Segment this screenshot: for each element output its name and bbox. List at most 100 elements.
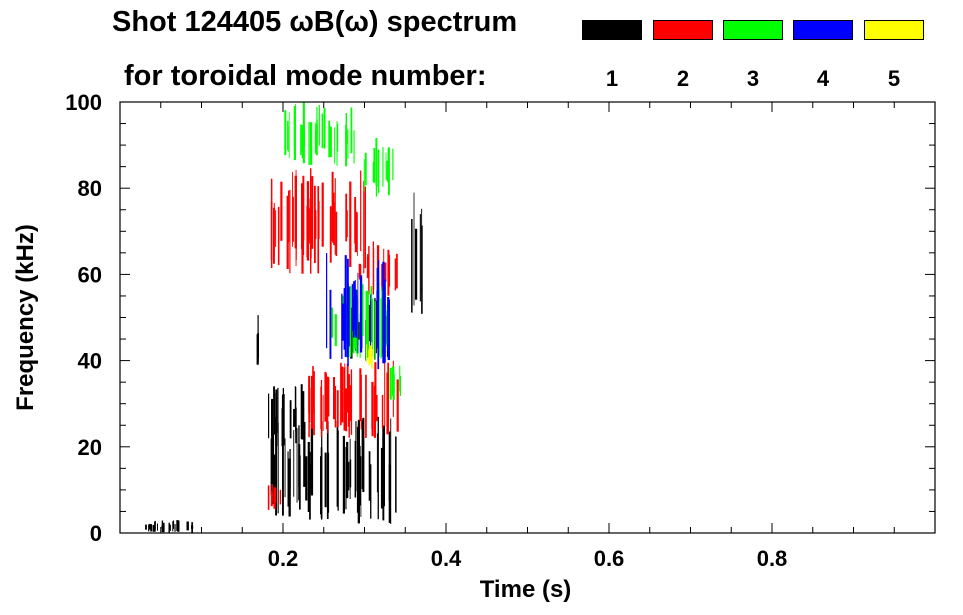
spectral-streak: [370, 464, 372, 519]
spectral-streak: [351, 284, 354, 331]
legend-swatch-1: [582, 20, 642, 40]
spectral-streak: [279, 489, 282, 505]
ticks-layer: 0 20 40 60 80 100 0.2 0.4 0.6 0.8: [65, 90, 935, 571]
spectral-streak: [275, 487, 277, 503]
legend-label-3: 3: [746, 66, 760, 91]
spectral-streak: [396, 379, 399, 432]
spectral-streak: [350, 107, 353, 154]
spectral-streak: [380, 299, 382, 359]
spectral-streak: [323, 107, 326, 149]
spectral-streak: [320, 447, 323, 519]
spectral-streak: [270, 491, 273, 507]
legend-label-5: 5: [887, 66, 901, 91]
chart-title: Shot 124405 ωB(ω) spectrum: [112, 6, 518, 38]
spectral-streak: [336, 420, 339, 507]
spectral-streak: [308, 121, 310, 165]
spectral-streak: [349, 207, 351, 242]
spectral-streak: [326, 421, 329, 519]
spectral-streak: [346, 363, 349, 413]
spectral-streak: [354, 440, 357, 498]
spectral-streak: [282, 388, 284, 436]
x-tick-label: 0.4: [431, 546, 462, 571]
spectral-streak: [380, 447, 383, 509]
spectral-streak: [168, 522, 170, 533]
legend-swatch-2: [653, 20, 713, 40]
spectral-streak: [378, 260, 380, 355]
spectral-streak: [342, 435, 345, 514]
spectral-streak: [345, 446, 347, 510]
spectral-streak: [322, 394, 324, 431]
spectral-streak: [348, 461, 350, 491]
spectral-streak: [363, 181, 365, 274]
spectral-streak: [376, 152, 378, 187]
spectral-streak: [320, 380, 323, 438]
spectral-streak: [293, 111, 296, 146]
spectral-streak: [327, 377, 330, 417]
spectral-streak: [421, 225, 423, 314]
spectral-streak: [350, 369, 353, 435]
spectral-streak: [154, 525, 156, 529]
spectral-streak: [353, 298, 355, 338]
spectral-streak: [301, 183, 303, 250]
spectral-streak: [317, 186, 320, 274]
series-n1-region-6: [145, 520, 194, 533]
spectral-streak: [353, 130, 355, 164]
legend-swatch-5: [864, 20, 924, 40]
spectral-streak: [327, 452, 330, 513]
spectral-streak: [381, 287, 383, 357]
spectral-streak: [336, 123, 339, 152]
series-n2-region-2: [270, 168, 366, 274]
spectral-streak: [320, 386, 322, 430]
spectral-streak: [307, 442, 310, 512]
spectral-streak: [334, 178, 336, 255]
spectral-streak: [382, 147, 384, 187]
spectral-streak: [294, 175, 297, 249]
spectral-streak: [157, 523, 158, 531]
spectral-streak: [334, 386, 337, 428]
series-n3-region-1: [284, 102, 355, 167]
legend-swatch-4: [793, 20, 853, 40]
spectral-streak: [162, 522, 165, 533]
spectral-streak: [309, 122, 313, 165]
x-tick-label: 0.8: [757, 546, 788, 571]
spectral-streak: [277, 387, 279, 433]
spectral-streak: [268, 393, 270, 439]
spectral-streak: [395, 436, 397, 513]
spectral-streak: [343, 288, 346, 350]
spectral-streak: [357, 419, 360, 523]
spectral-streak: [150, 524, 153, 532]
spectral-streak: [273, 454, 276, 497]
spectral-streak: [288, 190, 290, 243]
spectral-streak: [362, 417, 365, 492]
spectral-streak: [307, 208, 310, 244]
spectral-streak: [365, 316, 367, 353]
spectral-streak: [272, 434, 275, 505]
spectral-streak: [280, 181, 283, 241]
x-axis-label: Time (s): [480, 576, 572, 603]
series-n4: [326, 253, 390, 370]
spectral-streak: [388, 254, 391, 287]
series-n5: [366, 342, 373, 369]
spectral-streak: [372, 241, 374, 295]
spectral-streak: [358, 264, 362, 280]
spectral-streak: [384, 362, 386, 427]
spectral-streak: [333, 202, 335, 246]
spectral-streak: [354, 211, 358, 253]
series-n2: [267, 168, 399, 510]
spectral-streak: [359, 275, 363, 353]
spectral-streak: [333, 377, 335, 420]
spectral-streak: [326, 253, 328, 349]
spectral-streak: [392, 366, 395, 396]
spectral-streak: [368, 246, 370, 295]
spectral-streak: [355, 421, 357, 492]
spectral-streak: [152, 525, 155, 532]
spectral-streak: [287, 120, 289, 151]
spectral-streak: [257, 333, 259, 358]
series-n4-region-1: [326, 253, 390, 370]
spectral-streak: [388, 147, 390, 196]
spectral-streak: [303, 129, 305, 148]
legend-label-2: 2: [676, 66, 690, 91]
spectral-streak: [394, 258, 397, 291]
spectral-streak: [386, 160, 389, 182]
series-n3-region-3: [363, 138, 394, 197]
